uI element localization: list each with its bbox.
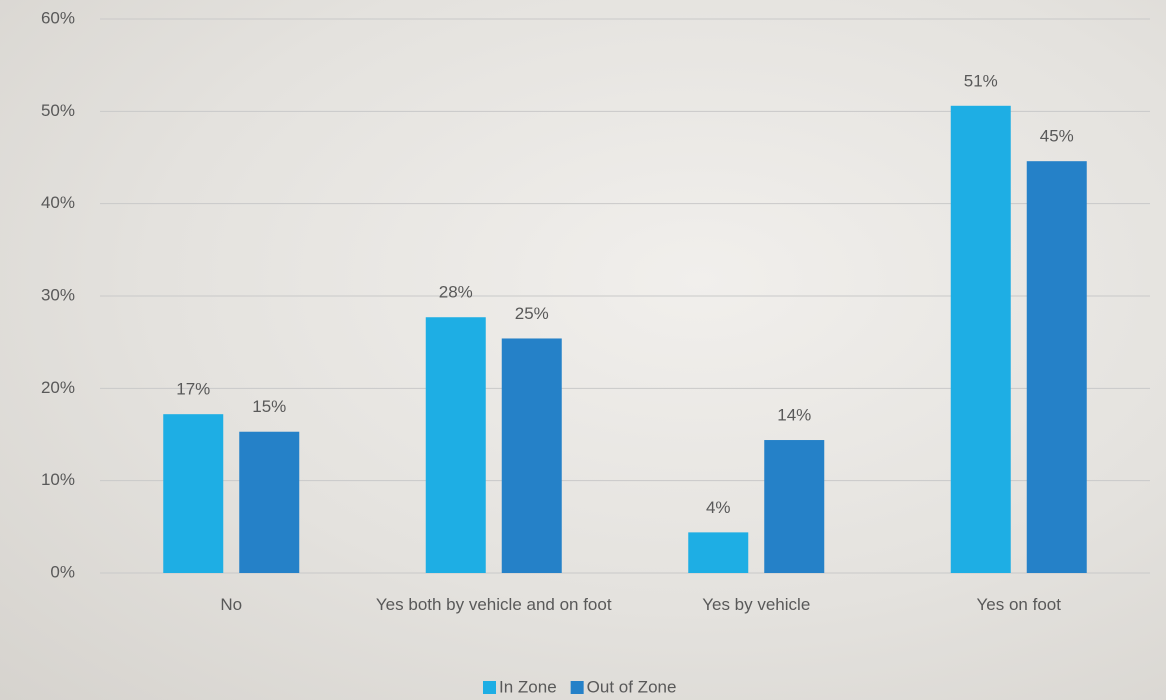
- bar: [501, 338, 562, 573]
- y-tick-label: 20%: [41, 378, 75, 397]
- legend-label: Out of Zone: [587, 677, 677, 696]
- y-tick-label: 30%: [41, 285, 75, 304]
- y-tick-label: 60%: [41, 8, 75, 27]
- legend-swatch: [570, 681, 584, 694]
- bar: [1026, 161, 1087, 573]
- x-tick-label: No: [220, 595, 243, 614]
- y-tick-label: 10%: [41, 470, 75, 489]
- data-label: 45%: [1040, 127, 1074, 146]
- y-tick-label: 40%: [41, 193, 75, 212]
- bar: [163, 414, 224, 573]
- x-tick-label: Yes on foot: [976, 595, 1061, 614]
- bar: [688, 532, 749, 573]
- data-label: 14%: [777, 406, 811, 425]
- data-label: 17%: [176, 380, 210, 399]
- data-label: 28%: [439, 283, 473, 302]
- data-label: 15%: [252, 397, 286, 416]
- bar: [950, 105, 1011, 573]
- legend-swatch: [483, 681, 496, 694]
- x-tick-label: Yes both by vehicle and on foot: [375, 595, 612, 614]
- data-label: 25%: [515, 304, 549, 323]
- data-label: 4%: [706, 498, 731, 517]
- y-tick-label: 0%: [50, 562, 75, 581]
- data-label: 51%: [964, 71, 998, 90]
- legend-label: In Zone: [499, 677, 557, 696]
- y-tick-label: 50%: [41, 101, 75, 120]
- bar: [425, 317, 486, 573]
- bar: [764, 440, 825, 573]
- x-tick-label: Yes by vehicle: [702, 595, 811, 614]
- bar: [239, 431, 300, 573]
